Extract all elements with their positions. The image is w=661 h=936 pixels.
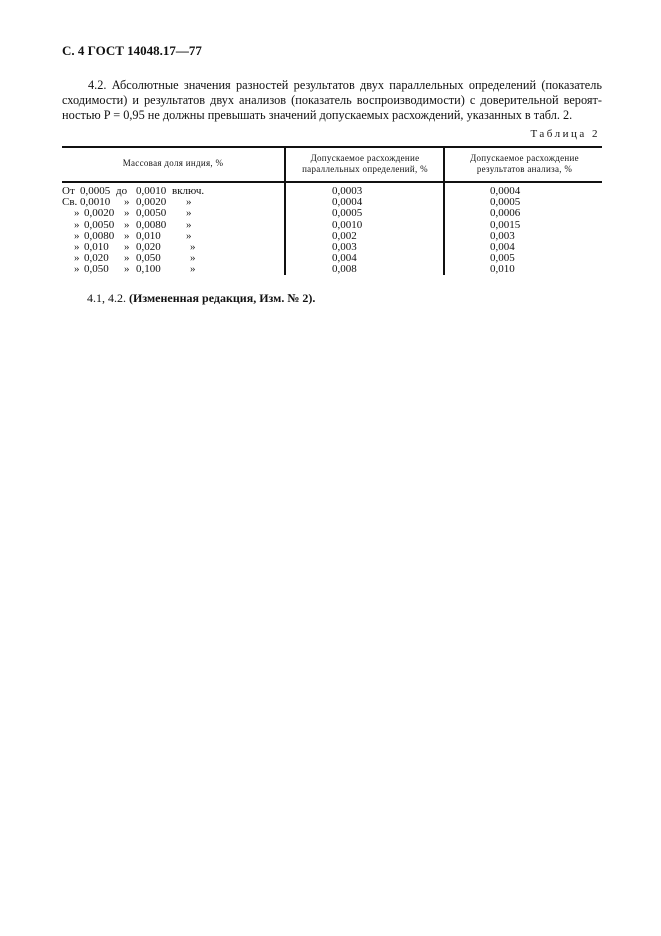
cell-suffix: » xyxy=(190,241,196,253)
cell-analysis: 0,010 xyxy=(490,263,515,276)
cell-prefix: От xyxy=(62,185,75,197)
cell-parallel: 0,0010 xyxy=(332,218,363,231)
cell-suffix: » xyxy=(190,263,196,276)
paragraph-line: ностью P = 0,95 не должны превышать знач… xyxy=(62,108,573,122)
table-top-rule xyxy=(62,146,602,148)
cell-suffix: » xyxy=(186,218,192,231)
table-caption: Таблица 2 xyxy=(530,128,600,140)
table-row: » 0,010 » 0,020 » 0,003 0,004 xyxy=(62,242,602,253)
cell-to: 0,0020 xyxy=(136,196,167,209)
table-row: Св. 0,0010 » 0,0020 » 0,0004 0,0005 xyxy=(62,197,602,208)
footnote-text: (Измененная редакция, Изм. № 2). xyxy=(129,291,316,305)
cell-analysis: 0,003 xyxy=(490,229,515,242)
cell-suffix: включ. xyxy=(172,185,205,197)
cell-sep: » xyxy=(124,218,130,231)
cell-parallel: 0,003 xyxy=(332,241,357,253)
cell-sep: » xyxy=(124,207,130,220)
cell-parallel: 0,004 xyxy=(332,252,357,265)
cell-suffix: » xyxy=(186,207,192,220)
cell-suffix: » xyxy=(186,229,192,242)
cell-analysis: 0,0005 xyxy=(490,196,521,209)
cell-from: 0,0050 xyxy=(84,218,115,231)
table-row: » 0,020 » 0,050 » 0,004 0,005 xyxy=(62,253,602,264)
page-header: С. 4 ГОСТ 14048.17—77 xyxy=(62,43,202,58)
cell-prefix: » xyxy=(74,263,80,276)
column-divider xyxy=(443,146,445,275)
cell-prefix: » xyxy=(74,241,80,253)
cell-parallel: 0,002 xyxy=(332,229,357,242)
cell-to: 0,0080 xyxy=(136,218,167,231)
cell-to: 0,100 xyxy=(136,263,161,276)
cell-to: 0,050 xyxy=(136,252,161,265)
cell-to: 0,0050 xyxy=(136,207,167,220)
cell-sep: » xyxy=(124,241,130,253)
cell-sep: » xyxy=(124,229,130,242)
cell-from: 0,0010 xyxy=(80,196,111,209)
paragraph-line: сходимости) и результатов двух анализов … xyxy=(62,93,602,107)
cell-prefix: » xyxy=(74,207,80,220)
table-row: » 0,0020 » 0,0050 » 0,0005 0,0006 xyxy=(62,208,602,219)
cell-from: 0,0080 xyxy=(84,229,115,242)
cell-parallel: 0,0003 xyxy=(332,185,363,197)
cell-parallel: 0,0005 xyxy=(332,207,363,220)
cell-parallel: 0,008 xyxy=(332,263,357,276)
cell-to: 0,020 xyxy=(136,241,161,253)
table-row: » 0,050 » 0,100 » 0,008 0,010 xyxy=(62,264,602,275)
cell-parallel: 0,0004 xyxy=(332,196,363,209)
cell-suffix: » xyxy=(186,196,192,209)
paragraph-4-2: 4.2. Абсолютные значения разностей резул… xyxy=(62,78,602,123)
cell-analysis: 0,005 xyxy=(490,252,515,265)
cell-analysis: 0,0015 xyxy=(490,218,521,231)
header-analysis: Допускаемое расхождение результатов анал… xyxy=(470,152,579,174)
cell-sep: » xyxy=(124,196,130,209)
table-row: » 0,0050 » 0,0080 » 0,0010 0,0015 xyxy=(62,218,602,231)
footnote: 4.1, 4.2. (Измененная редакция, Изм. № 2… xyxy=(87,291,315,306)
table-row: От 0,0005 до 0,0010 включ. 0,0003 0,0004 xyxy=(62,186,602,197)
cell-analysis: 0,004 xyxy=(490,241,515,253)
table-row: » 0,0080 » 0,010 » 0,002 0,003 xyxy=(62,229,602,242)
header-parallel: Допускаемое расхождение параллельных опр… xyxy=(302,152,428,174)
cell-prefix: » xyxy=(74,218,80,231)
paragraph-line: 4.2. Абсолютные значения разностей резул… xyxy=(88,78,602,92)
cell-analysis: 0,0004 xyxy=(490,185,521,197)
cell-from: 0,050 xyxy=(84,263,109,276)
header-mass-fraction: Массовая доля индия, % xyxy=(122,158,224,168)
cell-prefix: » xyxy=(74,229,80,242)
cell-from: 0,0005 xyxy=(80,185,111,197)
cell-analysis: 0,0006 xyxy=(490,207,521,220)
column-divider xyxy=(284,146,286,275)
footnote-refs: 4.1, 4.2. xyxy=(87,291,126,305)
cell-from: 0,010 xyxy=(84,241,109,253)
cell-sep: до xyxy=(116,185,128,197)
cell-to: 0,0010 xyxy=(136,185,167,197)
table-header-rule xyxy=(62,181,602,183)
cell-suffix: » xyxy=(190,252,196,265)
cell-from: 0,020 xyxy=(84,252,109,265)
cell-sep: » xyxy=(124,263,130,276)
cell-prefix: » xyxy=(74,252,80,265)
cell-sep: » xyxy=(124,252,130,265)
cell-from: 0,0020 xyxy=(84,207,115,220)
cell-to: 0,010 xyxy=(136,229,161,242)
cell-prefix: Св. xyxy=(62,196,78,209)
